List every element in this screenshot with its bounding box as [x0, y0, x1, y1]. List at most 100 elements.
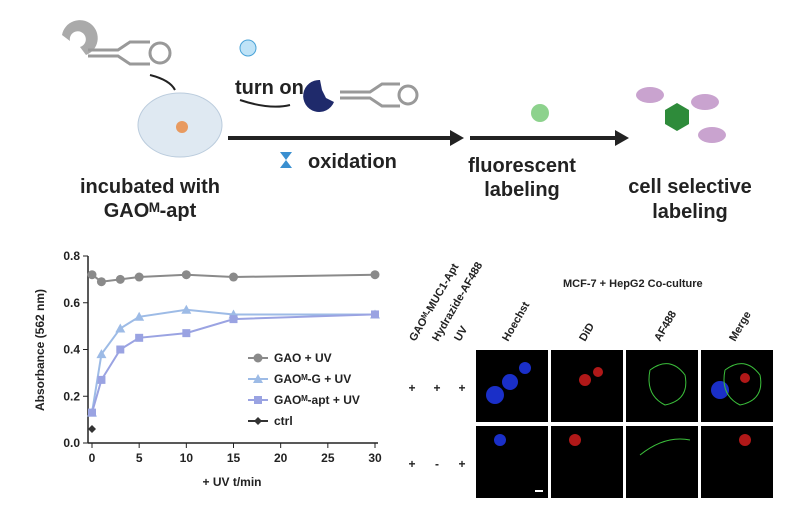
condition-sign: +	[408, 457, 415, 471]
legend-marker	[254, 396, 262, 404]
enzyme-icon	[62, 20, 98, 55]
legend-marker	[253, 374, 263, 383]
x-tick-label: 20	[274, 451, 288, 465]
stain	[569, 434, 581, 446]
marker	[97, 375, 106, 384]
marker	[96, 349, 107, 359]
nucleus	[502, 374, 518, 390]
condition-label: UV	[452, 324, 470, 344]
condition-sign: +	[458, 381, 465, 395]
y-tick-label: 0.0	[63, 436, 80, 450]
cell	[698, 127, 726, 143]
channel-label: AF488	[652, 309, 679, 344]
y-axis-label: Absorbance (562 nm)	[33, 289, 47, 411]
image	[701, 426, 773, 498]
marker	[135, 333, 144, 342]
image	[476, 426, 548, 498]
image	[551, 350, 623, 422]
condition-sign: +	[408, 381, 415, 395]
aptamer-icon	[340, 82, 400, 108]
label: oxidation	[308, 151, 397, 173]
aptamer-loop	[397, 84, 419, 106]
y-tick-label: 0.6	[63, 296, 80, 310]
legend-label: GAO + UV	[274, 351, 332, 365]
legend-marker	[253, 353, 263, 363]
y-tick-label: 0.2	[63, 389, 80, 403]
fluorophore	[531, 104, 549, 122]
y-tick-label: 0.4	[63, 343, 80, 357]
arrow	[149, 74, 176, 91]
legend-label: GAOᴹ-G + UV	[274, 372, 351, 386]
marker	[87, 270, 97, 280]
marker	[229, 315, 238, 324]
x-tick-label: 5	[136, 451, 143, 465]
stain	[739, 434, 751, 446]
condition-sign: -	[435, 457, 439, 471]
marker	[116, 345, 125, 354]
label: fluorescent	[468, 155, 576, 177]
marker	[134, 311, 145, 321]
label: GAOᴹ-apt	[104, 200, 197, 222]
active-enzyme	[303, 79, 334, 112]
image	[701, 350, 773, 422]
label: labeling	[652, 201, 728, 223]
legend-marker	[254, 417, 262, 425]
panel-title: MCF-7 + HepG2 Co-culture	[563, 278, 703, 290]
legend-label: ctrl	[274, 414, 293, 428]
x-tick-label: 25	[321, 451, 335, 465]
x-axis-label: + UV t/min	[202, 475, 261, 489]
marker	[229, 272, 238, 282]
legend-label: GAOᴹ-apt + UV	[274, 393, 360, 407]
x-tick-label: 15	[227, 451, 241, 465]
nucleus	[494, 434, 506, 446]
condition-sign: +	[433, 381, 440, 395]
marker	[88, 408, 96, 417]
condition-sign: +	[458, 457, 465, 471]
image	[626, 350, 698, 422]
nucleus	[711, 381, 729, 399]
marker	[115, 323, 126, 333]
image	[626, 426, 698, 498]
nucleus	[486, 386, 504, 404]
microscopy: MCF-7 + HepG2 Co-culture GAOᴹ-MUC1-AptHy…	[407, 260, 773, 498]
cell	[636, 87, 664, 103]
marker	[115, 274, 125, 284]
cell	[691, 94, 719, 110]
arrow-head	[615, 130, 629, 146]
scale-bar	[535, 490, 543, 492]
marker	[181, 304, 192, 314]
chart: Absorbance (562 nm) + UV t/min 0.0 0.2 0.4…	[33, 249, 382, 489]
arrow-head	[450, 130, 464, 146]
y-tick-label: 0.8	[63, 249, 80, 263]
channel-label: Hoechst	[500, 300, 532, 344]
membrane	[648, 363, 687, 406]
label: turn on	[235, 77, 304, 99]
marker	[96, 277, 106, 287]
aptamer-loop	[148, 41, 172, 65]
channel-label: DiD	[577, 321, 597, 343]
nucleus	[519, 362, 531, 374]
label: cell selective	[628, 176, 751, 198]
membrane	[639, 438, 691, 456]
stain	[740, 373, 750, 383]
stain	[579, 374, 591, 386]
cell	[176, 121, 188, 133]
marker	[182, 329, 191, 338]
stain	[593, 367, 603, 377]
x-tick-label: 0	[89, 451, 96, 465]
schematic: turn on oxidation incubated with GAOᴹ-ap…	[62, 20, 752, 223]
x-tick-label: 30	[368, 451, 382, 465]
aptamer-icon	[88, 40, 150, 66]
image	[551, 426, 623, 498]
x-tick-label: 10	[180, 451, 194, 465]
label: labeling	[484, 179, 560, 201]
target-cell	[665, 103, 689, 131]
marker	[370, 270, 380, 280]
bulb-icon	[239, 39, 257, 57]
channel-label: Merge	[727, 309, 754, 343]
membrane	[723, 363, 762, 406]
arrow	[239, 99, 291, 108]
marker	[134, 272, 144, 282]
label: incubated with	[80, 176, 220, 198]
